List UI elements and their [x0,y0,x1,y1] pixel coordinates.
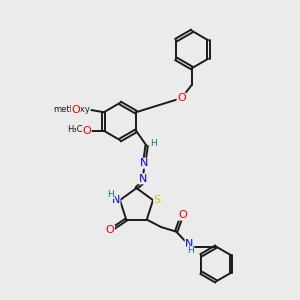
Text: H: H [108,190,114,199]
Text: N: N [185,239,194,249]
Text: O: O [82,126,91,136]
Text: O: O [80,105,89,115]
Text: methoxy: methoxy [53,105,90,114]
Text: O: O [71,105,80,115]
Text: H: H [150,139,157,148]
Text: H: H [187,246,194,255]
Text: H₃C: H₃C [67,124,83,134]
Text: S: S [154,195,161,205]
Text: O: O [177,93,186,103]
Text: N: N [139,174,147,184]
Text: O: O [106,225,114,236]
Text: N: N [140,158,148,168]
Text: O: O [178,210,187,220]
Text: N: N [112,195,120,205]
